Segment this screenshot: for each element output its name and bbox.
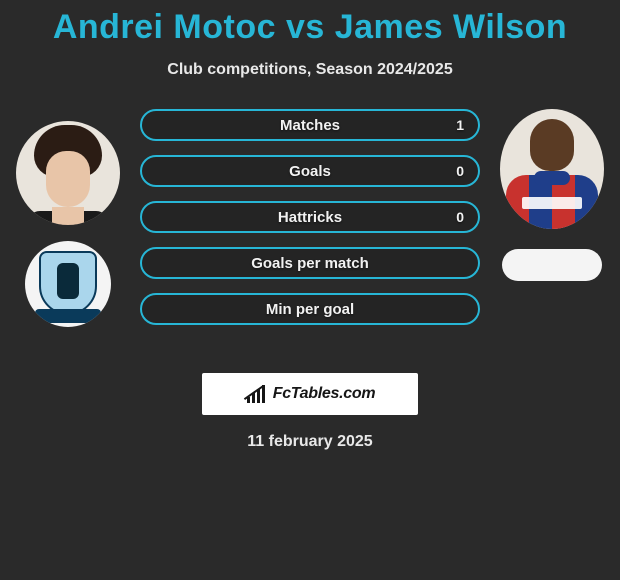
brand-text: FcTables.com bbox=[273, 385, 376, 403]
avatar-shirt-collar bbox=[534, 171, 570, 185]
stat-row-hattricks: Hattricks 0 bbox=[140, 201, 480, 233]
badge-figure bbox=[57, 263, 79, 299]
stats-list: Matches 1 Goals 0 Hattricks 0 Goals per … bbox=[140, 109, 480, 339]
player-right-column bbox=[492, 109, 612, 281]
avatar-neck bbox=[52, 207, 84, 225]
content-row: Matches 1 Goals 0 Hattricks 0 Goals per … bbox=[0, 109, 620, 369]
stat-label: Matches bbox=[280, 117, 340, 134]
player-right-club-badge bbox=[502, 249, 602, 281]
badge-ribbon bbox=[35, 309, 101, 323]
stat-row-min-per-goal: Min per goal bbox=[140, 293, 480, 325]
stat-row-matches: Matches 1 bbox=[140, 109, 480, 141]
player-left-club-badge bbox=[25, 241, 111, 327]
stat-right-value: 1 bbox=[456, 117, 464, 133]
stat-label: Goals per match bbox=[251, 255, 369, 272]
avatar-face bbox=[46, 151, 90, 207]
player-left-column bbox=[8, 109, 128, 327]
stat-right-value: 0 bbox=[456, 209, 464, 225]
stat-label: Hattricks bbox=[278, 209, 342, 226]
stat-label: Min per goal bbox=[266, 301, 354, 318]
bar-chart-icon bbox=[245, 385, 267, 403]
player-right-avatar bbox=[500, 109, 604, 229]
snapshot-date: 11 february 2025 bbox=[0, 433, 620, 451]
player-left-avatar bbox=[16, 121, 120, 225]
page-subtitle: Club competitions, Season 2024/2025 bbox=[0, 61, 620, 79]
avatar-face bbox=[530, 119, 574, 171]
stat-row-goals: Goals 0 bbox=[140, 155, 480, 187]
avatar-shirt-sponsor bbox=[522, 197, 582, 209]
brand-watermark: FcTables.com bbox=[202, 373, 418, 415]
stat-label: Goals bbox=[289, 163, 331, 180]
stat-right-value: 0 bbox=[456, 163, 464, 179]
comparison-card: Andrei Motoc vs James Wilson Club compet… bbox=[0, 0, 620, 580]
page-title: Andrei Motoc vs James Wilson bbox=[0, 0, 620, 47]
stat-row-goals-per-match: Goals per match bbox=[140, 247, 480, 279]
